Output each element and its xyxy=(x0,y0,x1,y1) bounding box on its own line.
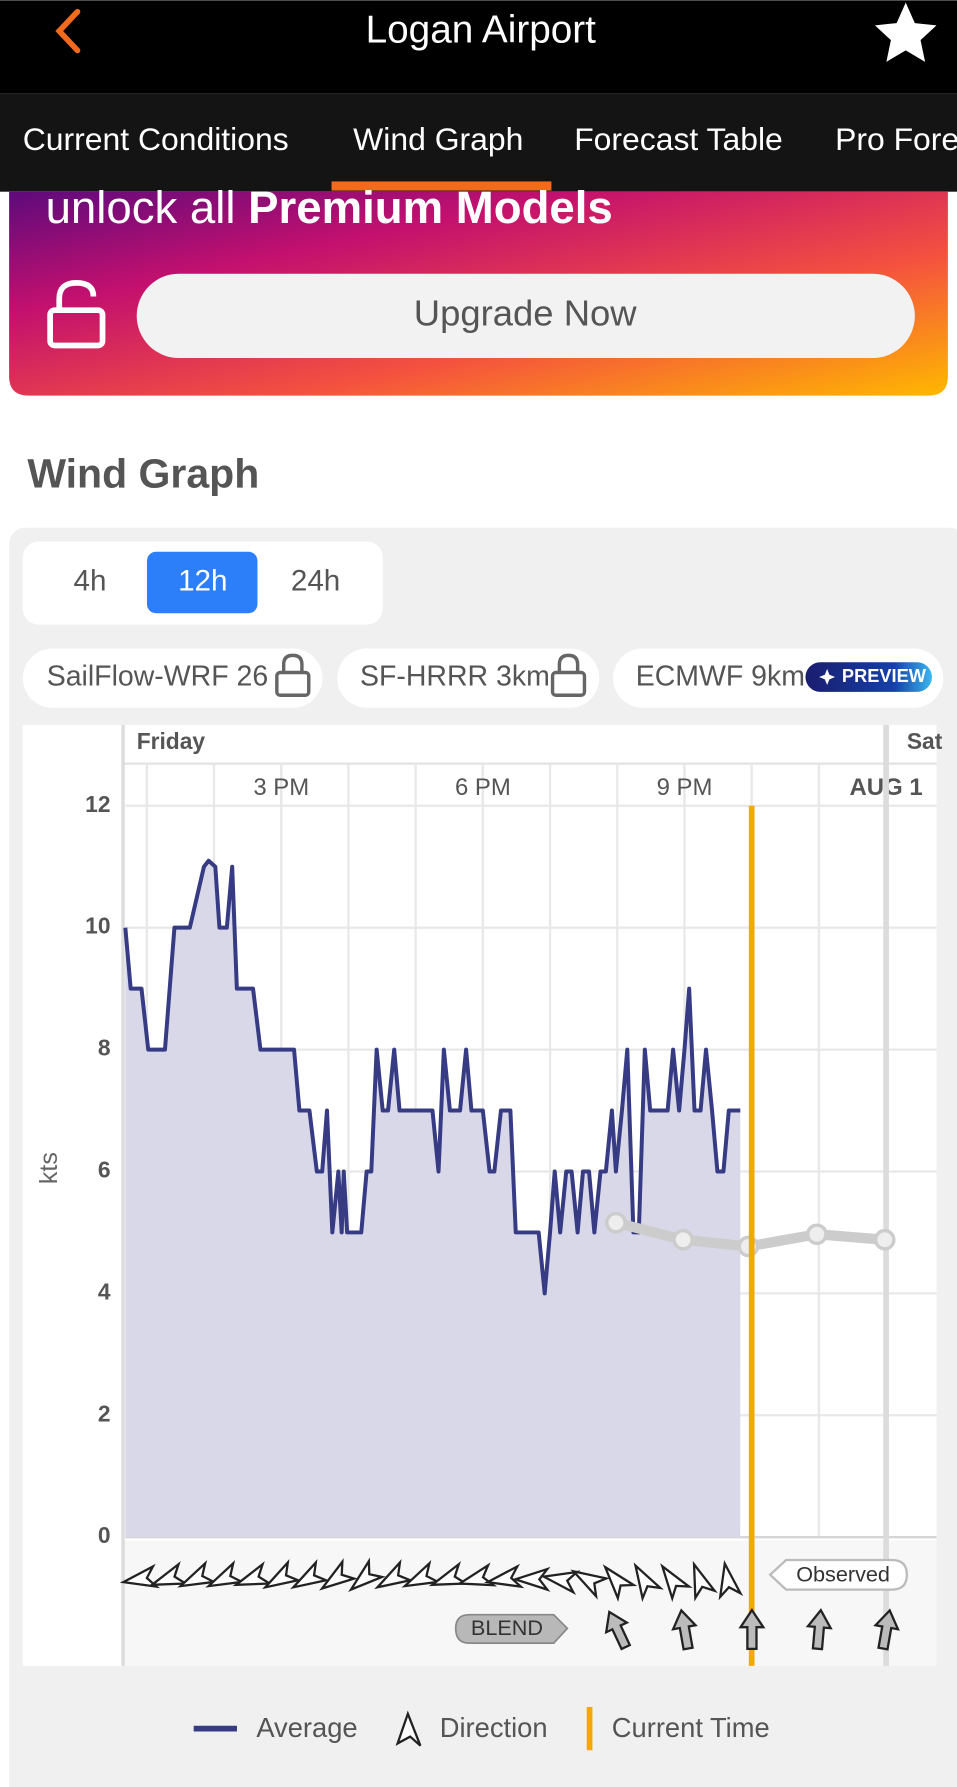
point xyxy=(605,1211,627,1234)
observed-label: Observed xyxy=(796,1562,890,1587)
forecast-direction-arrow xyxy=(604,1610,632,1651)
direction-arrow xyxy=(262,1558,302,1590)
blend-tag xyxy=(454,1613,569,1645)
point xyxy=(806,1223,828,1246)
active-tab-indicator xyxy=(331,181,552,191)
forecast-direction-arrow xyxy=(671,1608,698,1651)
legend-swatch xyxy=(586,1706,593,1751)
sparkle-icon xyxy=(819,669,836,686)
range-button-active[interactable] xyxy=(146,551,258,614)
x-tick-label: 3 PM xyxy=(253,774,309,801)
legend-label: Direction xyxy=(440,1712,548,1743)
direction-arrow xyxy=(177,1559,218,1588)
direction-arrow xyxy=(540,1570,581,1595)
direction-arrow xyxy=(290,1558,330,1590)
tab-bar xyxy=(0,93,957,192)
direction-arrow xyxy=(348,1557,386,1592)
range-button[interactable]: 24h xyxy=(291,564,340,597)
x-tick-label: 9 PM xyxy=(657,774,713,801)
y-tick-label: 10 xyxy=(85,913,110,939)
point xyxy=(873,1228,896,1251)
preview-badge xyxy=(805,662,932,692)
model-chip-label[interactable]: SailFlow-WRF 26 xyxy=(47,661,268,693)
point xyxy=(672,1228,694,1251)
direction-arrow xyxy=(319,1558,358,1591)
direction-arrow xyxy=(483,1563,525,1589)
forecast-direction-arrow xyxy=(738,1608,766,1650)
unlock-icon xyxy=(47,279,106,349)
legend xyxy=(22,1665,937,1787)
area xyxy=(125,860,741,1538)
y-tick-label: 6 xyxy=(98,1157,111,1183)
model-chip-label[interactable]: SF-HRRR 3km xyxy=(360,661,550,693)
direction-arrow xyxy=(428,1561,470,1587)
back-button[interactable] xyxy=(55,8,81,54)
x-tick-label: 6 PM xyxy=(455,774,511,801)
lock-icon xyxy=(275,653,311,697)
direction-arrow xyxy=(456,1562,498,1587)
direction-arrow xyxy=(633,1562,664,1603)
forecast-direction-arrow xyxy=(873,1608,900,1651)
y-tick-label: 4 xyxy=(98,1278,111,1304)
day-label: Sat xyxy=(907,728,943,754)
observed-tag xyxy=(768,1558,909,1591)
y-tick-label: 12 xyxy=(85,791,110,817)
banner-text: unlock all Premium Models xyxy=(46,182,613,233)
favorite-star[interactable] xyxy=(874,2,937,62)
legend-direction-icon xyxy=(395,1710,422,1747)
tab[interactable]: Pro Forecast xyxy=(835,121,957,157)
y-tick-label: 0 xyxy=(98,1522,111,1548)
direction-arrow xyxy=(718,1559,744,1601)
banner-highlight: Premium Models xyxy=(248,182,613,233)
preview-badge-label: PREVIEW xyxy=(842,666,927,686)
direction-arrow xyxy=(374,1558,415,1590)
tab[interactable]: Wind Graph xyxy=(353,121,523,157)
legend-label: Current Time xyxy=(612,1712,770,1743)
header-bar xyxy=(0,0,957,94)
direction-arrow xyxy=(401,1559,442,1588)
forecast-direction-arrow xyxy=(805,1608,833,1651)
range-button[interactable]: 4h xyxy=(74,564,107,597)
lock-icon xyxy=(550,653,587,697)
blend-label: BLEND xyxy=(471,1615,543,1640)
direction-arrow xyxy=(148,1561,190,1587)
upgrade-button[interactable] xyxy=(136,273,915,359)
line xyxy=(123,858,741,1296)
y-tick-label: 8 xyxy=(98,1035,111,1061)
direction-arrow xyxy=(119,1563,160,1589)
direction-arrow xyxy=(602,1564,638,1603)
model-chip-label[interactable]: ECMWF 9km xyxy=(636,661,805,693)
range-button[interactable]: 12h xyxy=(178,564,227,597)
direction-arrow xyxy=(232,1561,274,1587)
direction-arrow xyxy=(570,1569,611,1600)
upgrade-button-label[interactable]: Upgrade Now xyxy=(414,293,637,334)
y-tick-label: 2 xyxy=(98,1400,111,1426)
y-axis-label: kts xyxy=(35,1152,63,1184)
tab[interactable]: Current Conditions xyxy=(23,121,289,157)
direction-arrow xyxy=(660,1563,693,1603)
direction-arrow xyxy=(692,1560,718,1602)
day-label: Friday xyxy=(137,728,206,754)
tab[interactable]: Forecast Table xyxy=(574,121,783,157)
legend-label: Average xyxy=(256,1712,357,1743)
direction-arrow xyxy=(205,1559,246,1588)
direction-arrow xyxy=(511,1566,551,1592)
point xyxy=(737,1235,760,1258)
model-chip[interactable] xyxy=(22,648,323,708)
header-title: Logan Airport xyxy=(366,8,597,51)
banner-text: unlock all xyxy=(46,182,249,233)
section-title: Wind Graph xyxy=(27,450,259,496)
model-chip[interactable] xyxy=(337,648,600,708)
